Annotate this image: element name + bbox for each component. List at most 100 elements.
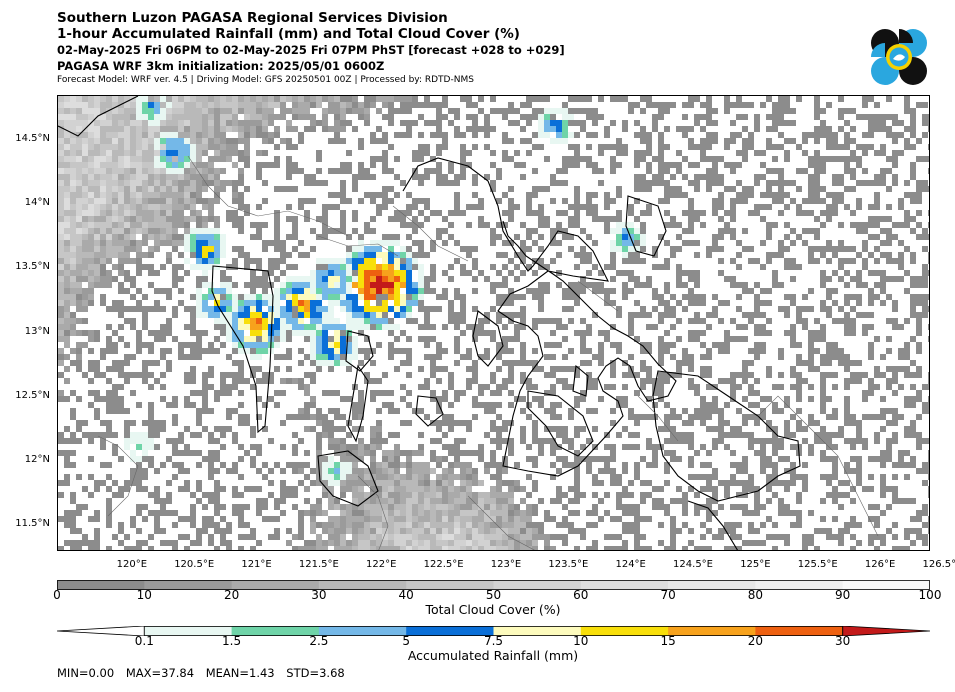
rain-cell bbox=[214, 234, 220, 240]
rain-cell bbox=[136, 96, 142, 102]
rain-cell bbox=[160, 138, 166, 144]
rain-cell bbox=[346, 330, 352, 336]
coast-samar bbox=[652, 370, 801, 502]
rain-cell bbox=[256, 324, 262, 330]
lon-label: 122°E bbox=[366, 559, 397, 570]
rain-cell bbox=[226, 300, 232, 306]
rain-cell bbox=[202, 258, 208, 264]
map-area[interactable] bbox=[57, 95, 930, 551]
rain-cell bbox=[352, 354, 358, 360]
rain-cell bbox=[358, 270, 364, 276]
colorbar-tick-label: 60 bbox=[573, 588, 589, 602]
rain-cell bbox=[184, 246, 190, 252]
rain-cell bbox=[328, 480, 334, 486]
rain-cell bbox=[250, 354, 256, 360]
rain-cell bbox=[154, 156, 160, 162]
rain-cell bbox=[196, 294, 202, 300]
rain-cell bbox=[292, 318, 298, 324]
rain-cell bbox=[310, 336, 316, 342]
rain-cell bbox=[550, 126, 556, 132]
rain-cell bbox=[202, 282, 208, 288]
cloud-layer bbox=[58, 96, 929, 550]
rain-cell bbox=[370, 288, 376, 294]
rain-cell bbox=[232, 306, 238, 312]
rain-cell bbox=[154, 144, 160, 150]
rain-cell bbox=[292, 294, 298, 300]
rain-cell bbox=[550, 138, 556, 144]
colorbar-tick-label: 5 bbox=[402, 634, 411, 648]
rain-cell bbox=[244, 336, 250, 342]
rain-cell bbox=[298, 294, 304, 300]
rain-cell bbox=[322, 360, 328, 366]
rain-cell bbox=[364, 318, 370, 324]
rain-cell bbox=[244, 294, 250, 300]
rain-cell bbox=[346, 300, 352, 306]
rain-cell bbox=[538, 132, 544, 138]
rain-cell bbox=[316, 294, 322, 300]
map-canvas bbox=[58, 96, 929, 550]
rain-cell bbox=[346, 282, 352, 288]
rain-cell bbox=[328, 306, 334, 312]
rain-cell bbox=[622, 252, 628, 258]
rain-cell bbox=[418, 288, 424, 294]
rain-cell bbox=[622, 222, 628, 228]
rain-cell bbox=[226, 330, 232, 336]
rain-cell bbox=[250, 336, 256, 342]
rain-cell bbox=[358, 252, 364, 258]
colorbar-tick-label: 20 bbox=[223, 588, 240, 602]
rain-cell bbox=[214, 264, 220, 270]
rain-cell bbox=[328, 276, 334, 282]
rain-cell bbox=[364, 252, 370, 258]
rain-cell bbox=[196, 228, 202, 234]
rain-cell bbox=[352, 324, 358, 330]
rain-cell bbox=[346, 324, 352, 330]
colorbar-tick-label: 1.5 bbox=[222, 634, 242, 648]
colorbar-tick-label: 10 bbox=[136, 588, 152, 602]
rain-cell bbox=[334, 270, 340, 276]
rain-cell bbox=[220, 306, 226, 312]
rain-cell bbox=[154, 114, 160, 120]
rain-cell bbox=[244, 324, 250, 330]
rain-cell bbox=[214, 288, 220, 294]
rain-cell bbox=[376, 312, 382, 318]
rain-cell bbox=[418, 294, 424, 300]
rain-cell bbox=[382, 240, 388, 246]
coast-ticao bbox=[572, 364, 589, 397]
rain-cell bbox=[394, 306, 400, 312]
title-line-4: PAGASA WRF 3km initialization: 2025/05/0… bbox=[57, 59, 385, 73]
rain-cell bbox=[214, 228, 220, 234]
rain-cell bbox=[364, 282, 370, 288]
rain-cell bbox=[400, 294, 406, 300]
rain-cell bbox=[280, 294, 286, 300]
rain-cell bbox=[562, 138, 568, 144]
rain-cell bbox=[364, 300, 370, 306]
rain-cell bbox=[340, 294, 346, 300]
rain-colorbar-title: Accumulated Rainfall (mm) bbox=[407, 648, 579, 663]
rain-cell bbox=[334, 330, 340, 336]
rain-cell bbox=[364, 276, 370, 282]
rain-cell bbox=[214, 318, 220, 324]
colorbar-segment bbox=[57, 580, 145, 590]
rain-cell bbox=[364, 288, 370, 294]
lon-label: 120°E bbox=[116, 559, 148, 570]
rain-cell bbox=[538, 126, 544, 132]
rain-cell bbox=[196, 312, 202, 318]
rain-cell bbox=[376, 240, 382, 246]
rain-cell bbox=[352, 264, 358, 270]
rain-cell bbox=[274, 288, 280, 294]
rain-cell bbox=[142, 432, 148, 438]
rain-cell bbox=[232, 312, 238, 318]
rain-cell bbox=[304, 312, 310, 318]
rain-cell bbox=[208, 240, 214, 246]
rain-cell bbox=[190, 228, 196, 234]
lon-label: 125°E bbox=[740, 559, 771, 570]
rain-cell bbox=[244, 318, 250, 324]
rain-cell bbox=[232, 294, 238, 300]
rain-cell bbox=[286, 276, 292, 282]
rain-cell bbox=[244, 306, 250, 312]
rain-cell bbox=[286, 282, 292, 288]
rain-cell bbox=[346, 462, 352, 468]
rain-cell bbox=[382, 288, 388, 294]
rain-cell bbox=[556, 132, 562, 138]
rain-cell bbox=[238, 312, 244, 318]
